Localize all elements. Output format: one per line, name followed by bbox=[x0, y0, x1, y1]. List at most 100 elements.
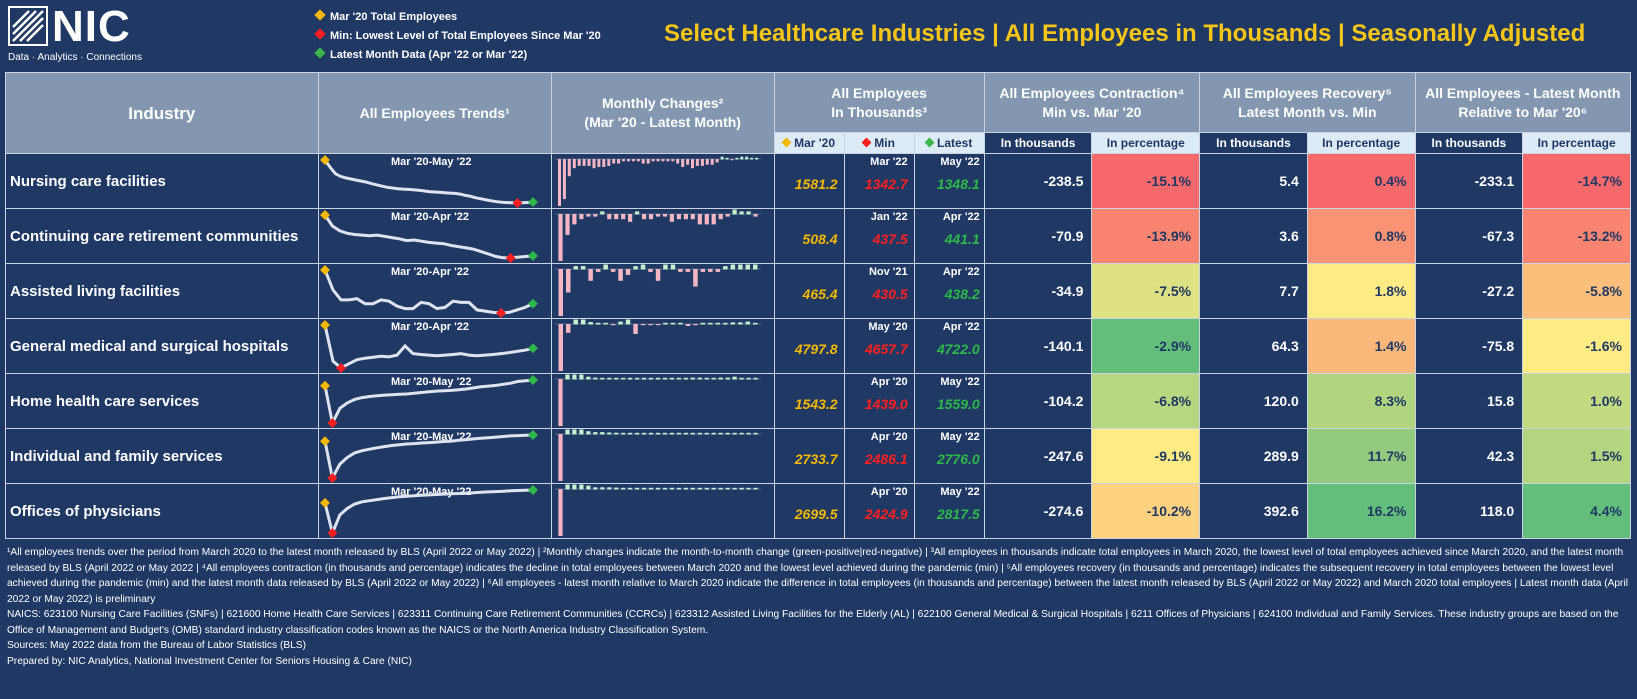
mar20-value: 2699.5 bbox=[794, 506, 838, 522]
monthly-change-bar bbox=[725, 432, 730, 435]
monthly-change-bar bbox=[732, 209, 737, 215]
mar20-cell: 2733.7 bbox=[773, 428, 845, 484]
table-row: Home health care services Mar '20-May '22… bbox=[5, 373, 1631, 429]
monthly-change-bar bbox=[739, 487, 744, 490]
monthly-change-bar bbox=[732, 432, 737, 435]
monthly-change-bar bbox=[633, 324, 638, 334]
monthly-change-bar bbox=[557, 159, 561, 206]
monthly-change-bar bbox=[595, 322, 601, 325]
monthly-change-bar bbox=[558, 489, 563, 536]
yellow-diamond-icon bbox=[781, 137, 792, 148]
table-row: Individual and family services Mar '20-Ma… bbox=[5, 428, 1631, 484]
recovery-percentage: 1.4% bbox=[1306, 318, 1416, 374]
monthly-change-bar bbox=[685, 269, 691, 272]
subheader-lat-percentage: In percentage bbox=[1522, 132, 1631, 154]
monthly-change-bar bbox=[737, 322, 743, 325]
min-date: Jan '22 bbox=[870, 211, 908, 223]
recovery-percentage: 8.3% bbox=[1306, 373, 1416, 429]
trend-period-label: Mar '20-Apr '22 bbox=[391, 266, 469, 278]
monthly-change-bar bbox=[740, 156, 744, 160]
latest-thousands: -233.1 bbox=[1414, 153, 1524, 209]
monthly-change-bar bbox=[612, 159, 616, 164]
monthly-change-bar bbox=[607, 432, 612, 435]
trend-line bbox=[323, 324, 534, 370]
monthly-change-bar bbox=[715, 269, 720, 272]
monthly-change-bar bbox=[739, 377, 744, 380]
monthly-change-bar bbox=[662, 214, 667, 217]
monthly-change-bar bbox=[683, 487, 688, 490]
latest-percentage: -5.8% bbox=[1522, 263, 1631, 319]
green-diamond-icon bbox=[924, 137, 935, 148]
monthly-change-bar bbox=[676, 214, 681, 220]
mar20-value: 1543.2 bbox=[794, 396, 838, 412]
monthly-change-bar bbox=[710, 159, 714, 165]
min-cell: Jan '22 437.5 bbox=[843, 208, 915, 264]
subheader-min-label: Min bbox=[874, 136, 895, 150]
monthly-change-bar bbox=[621, 159, 625, 162]
trend-line bbox=[323, 159, 533, 205]
monthly-change-bar bbox=[735, 157, 739, 160]
latest-cell: Apr '22 438.2 bbox=[913, 263, 985, 319]
latest-value: 441.1 bbox=[944, 231, 980, 247]
table-row: Nursing care facilities Mar '20-May '22 15… bbox=[5, 153, 1631, 209]
monthly-change-bar bbox=[711, 487, 716, 490]
monthly-change-bar bbox=[670, 264, 676, 270]
latest-value: 1559.0 bbox=[936, 396, 980, 412]
monthly-change-bar bbox=[646, 159, 650, 164]
latest-cell: May '22 1348.1 bbox=[913, 153, 985, 209]
latest-cell: Apr '22 441.1 bbox=[913, 208, 985, 264]
contraction-thousands: -34.9 bbox=[983, 263, 1093, 319]
latest-marker bbox=[527, 375, 538, 385]
latest-date: May '22 bbox=[940, 376, 980, 388]
monthly-change-bar bbox=[746, 377, 751, 380]
trend-sparkline-cell: Mar '20-May '22 bbox=[317, 428, 552, 484]
monthly-change-bar bbox=[718, 487, 723, 490]
monthly-change-bar bbox=[577, 159, 581, 166]
monthly-change-bar bbox=[704, 487, 709, 490]
monthly-change-bar bbox=[707, 269, 713, 272]
monthly-change-bar bbox=[697, 432, 702, 435]
monthly-change-bar bbox=[618, 321, 623, 325]
mar20-cell: 508.4 bbox=[773, 208, 845, 264]
latest-percentage: 1.5% bbox=[1522, 428, 1631, 484]
latest-cell: Apr '22 4722.0 bbox=[913, 318, 985, 374]
logo-tagline: Data · Analytics · Connections bbox=[8, 52, 142, 63]
monthly-change-bar bbox=[676, 432, 681, 435]
mar20-value: 2733.7 bbox=[794, 451, 838, 467]
industry-name: Nursing care facilities bbox=[5, 153, 319, 209]
monthly-change-bar bbox=[627, 377, 633, 380]
contraction-thousands: -140.1 bbox=[983, 318, 1093, 374]
industry-name: General medical and surgical hospitals bbox=[5, 318, 319, 374]
monthly-change-bar bbox=[613, 377, 619, 380]
monthly-change-bar bbox=[669, 377, 674, 380]
latest-cell: May '22 1559.0 bbox=[913, 373, 985, 429]
mar20-marker bbox=[319, 436, 330, 447]
footnote-prepared-by: Prepared by: NIC Analytics, National Inv… bbox=[7, 655, 412, 667]
industry-name: Offices of physicians bbox=[5, 483, 319, 539]
monthly-change-bar bbox=[600, 211, 605, 215]
contraction-thousands: -70.9 bbox=[983, 208, 1093, 264]
header-contraction-line2: Min vs. Mar '20 bbox=[1042, 103, 1142, 120]
green-diamond-icon bbox=[314, 47, 326, 59]
min-marker bbox=[505, 253, 516, 263]
min-cell: Apr '20 2486.1 bbox=[843, 428, 915, 484]
monthly-change-bar bbox=[602, 159, 606, 167]
monthly-change-bar bbox=[715, 159, 719, 163]
latest-percentage: -13.2% bbox=[1522, 208, 1631, 264]
monthly-change-bar bbox=[690, 159, 694, 169]
monthly-change-bar bbox=[558, 434, 563, 481]
monthly-change-bar bbox=[651, 159, 655, 162]
subheader-min: Min bbox=[843, 132, 915, 154]
trend-sparkline: Mar '20-May '22 bbox=[319, 485, 538, 538]
latest-date: May '22 bbox=[940, 486, 980, 498]
monthly-change-bar bbox=[586, 376, 591, 380]
contraction-percentage: -7.5% bbox=[1091, 263, 1201, 319]
monthly-change-bar bbox=[656, 159, 660, 162]
red-diamond-icon bbox=[861, 137, 872, 148]
mar20-cell: 465.4 bbox=[773, 263, 845, 319]
latest-date: May '22 bbox=[940, 156, 980, 168]
mar20-value: 465.4 bbox=[802, 286, 838, 302]
monthly-change-bar bbox=[603, 322, 608, 325]
monthly-change-bar bbox=[683, 214, 688, 220]
min-marker bbox=[327, 528, 338, 538]
